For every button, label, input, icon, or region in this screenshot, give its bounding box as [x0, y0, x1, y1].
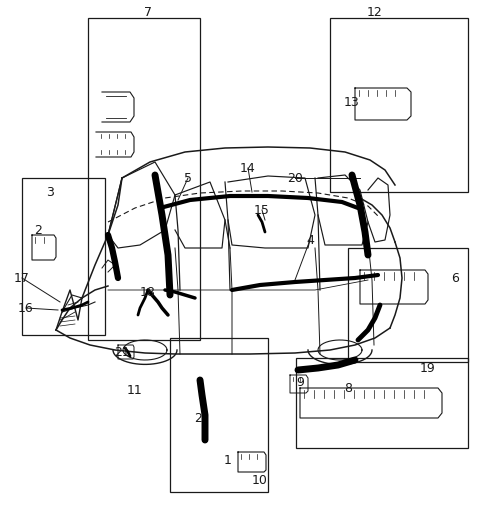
- Text: 5: 5: [184, 172, 192, 185]
- Text: 3: 3: [46, 186, 54, 199]
- Bar: [170, 338, 268, 492]
- Text: 18: 18: [140, 285, 156, 298]
- Text: 2: 2: [34, 223, 42, 236]
- Text: 21: 21: [114, 345, 130, 358]
- Text: 1: 1: [224, 453, 232, 466]
- Text: 17: 17: [14, 271, 30, 284]
- Text: 2: 2: [194, 412, 202, 424]
- Text: 20: 20: [287, 172, 303, 185]
- Text: 8: 8: [344, 382, 352, 394]
- Text: 6: 6: [451, 271, 459, 284]
- Text: 19: 19: [420, 361, 436, 374]
- Text: 15: 15: [254, 204, 270, 217]
- Text: 4: 4: [306, 234, 314, 247]
- Bar: [296, 358, 468, 448]
- Text: 12: 12: [367, 6, 383, 19]
- Bar: [330, 18, 468, 192]
- Bar: [348, 248, 468, 362]
- Text: 13: 13: [344, 96, 360, 109]
- Text: 7: 7: [144, 6, 152, 19]
- Bar: [22, 178, 105, 335]
- Text: 11: 11: [127, 384, 143, 397]
- Text: 14: 14: [240, 161, 256, 175]
- Text: 9: 9: [296, 375, 304, 388]
- Bar: [88, 18, 200, 340]
- Text: 16: 16: [18, 301, 34, 314]
- Text: 10: 10: [252, 474, 268, 486]
